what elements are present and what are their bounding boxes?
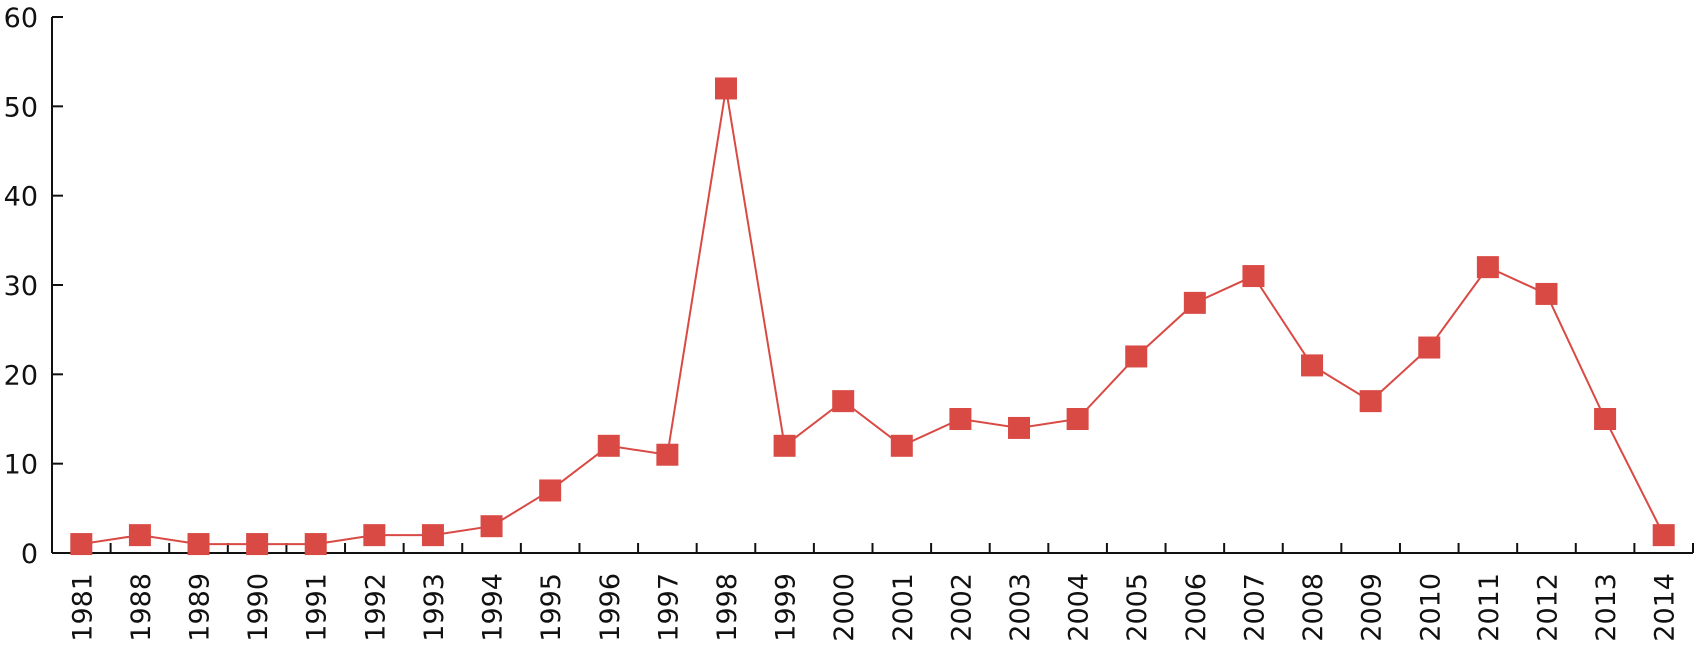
marker xyxy=(1008,416,1031,439)
x-tick-label: 1988 xyxy=(126,573,157,642)
marker xyxy=(1594,408,1617,430)
marker xyxy=(1476,256,1499,279)
x-tick-label: 1998 xyxy=(712,573,743,642)
x-tick-label: 1990 xyxy=(243,573,274,642)
marker xyxy=(1125,345,1148,368)
marker xyxy=(1183,291,1206,314)
y-tick-label: 30 xyxy=(4,271,38,302)
marker xyxy=(246,533,269,556)
y-tick-label: 20 xyxy=(4,360,38,391)
x-tick-label: 1991 xyxy=(302,573,333,642)
marker xyxy=(304,533,327,556)
x-tick-label: 1994 xyxy=(478,573,509,642)
x-tick-label: 2007 xyxy=(1239,573,1270,642)
marker xyxy=(949,408,972,430)
y-tick-label: 50 xyxy=(4,92,38,123)
marker xyxy=(363,524,386,547)
marker xyxy=(539,479,562,502)
marker xyxy=(890,434,913,457)
x-tick-label: 1996 xyxy=(595,573,626,642)
x-tick-label: 2003 xyxy=(1005,573,1036,642)
x-tick-label: 1997 xyxy=(653,573,684,642)
marker xyxy=(70,533,93,556)
x-tick-label: 2006 xyxy=(1181,573,1212,642)
marker xyxy=(597,434,620,457)
x-tick-label: 2013 xyxy=(1591,573,1622,642)
x-tick-label: 1989 xyxy=(185,573,216,642)
x-tick-label: 2011 xyxy=(1474,573,1505,642)
marker xyxy=(1301,354,1324,377)
x-tick-label: 2002 xyxy=(946,573,977,642)
marker xyxy=(773,434,796,457)
marker xyxy=(714,77,737,100)
x-tick-label: 2008 xyxy=(1298,573,1329,642)
marker xyxy=(1652,524,1675,547)
marker xyxy=(1066,408,1089,430)
y-tick-label: 10 xyxy=(4,450,38,481)
marker xyxy=(1242,265,1265,288)
marker xyxy=(480,515,503,538)
line xyxy=(81,88,1665,546)
x-tick-label: 2012 xyxy=(1532,573,1563,642)
x-tick-label: 2010 xyxy=(1415,573,1446,642)
x-tick-label: 1981 xyxy=(67,573,98,642)
x-tick-label: 2000 xyxy=(829,573,860,642)
x-tick-label: 1995 xyxy=(536,573,567,642)
x-tick-label: 2004 xyxy=(1064,573,1095,642)
x-tick-label: 2001 xyxy=(888,573,919,642)
x-tick-label: 2009 xyxy=(1357,573,1388,642)
marker xyxy=(656,443,679,466)
marker xyxy=(421,524,444,547)
marker xyxy=(1418,336,1441,359)
marker xyxy=(832,390,855,413)
x-tick-label: 2014 xyxy=(1650,573,1681,642)
marker xyxy=(1535,282,1558,305)
x-tick-label: 1999 xyxy=(771,573,802,642)
y-tick-label: 0 xyxy=(21,539,38,570)
y-tick-label: 40 xyxy=(4,182,38,213)
marker xyxy=(128,524,151,547)
y-tick-label: 60 xyxy=(4,3,38,34)
marker xyxy=(1359,390,1382,413)
x-tick-label: 1993 xyxy=(419,573,450,642)
x-tick-label: 1992 xyxy=(360,573,391,642)
x-tick-label: 2005 xyxy=(1122,573,1153,642)
marker xyxy=(187,533,210,556)
